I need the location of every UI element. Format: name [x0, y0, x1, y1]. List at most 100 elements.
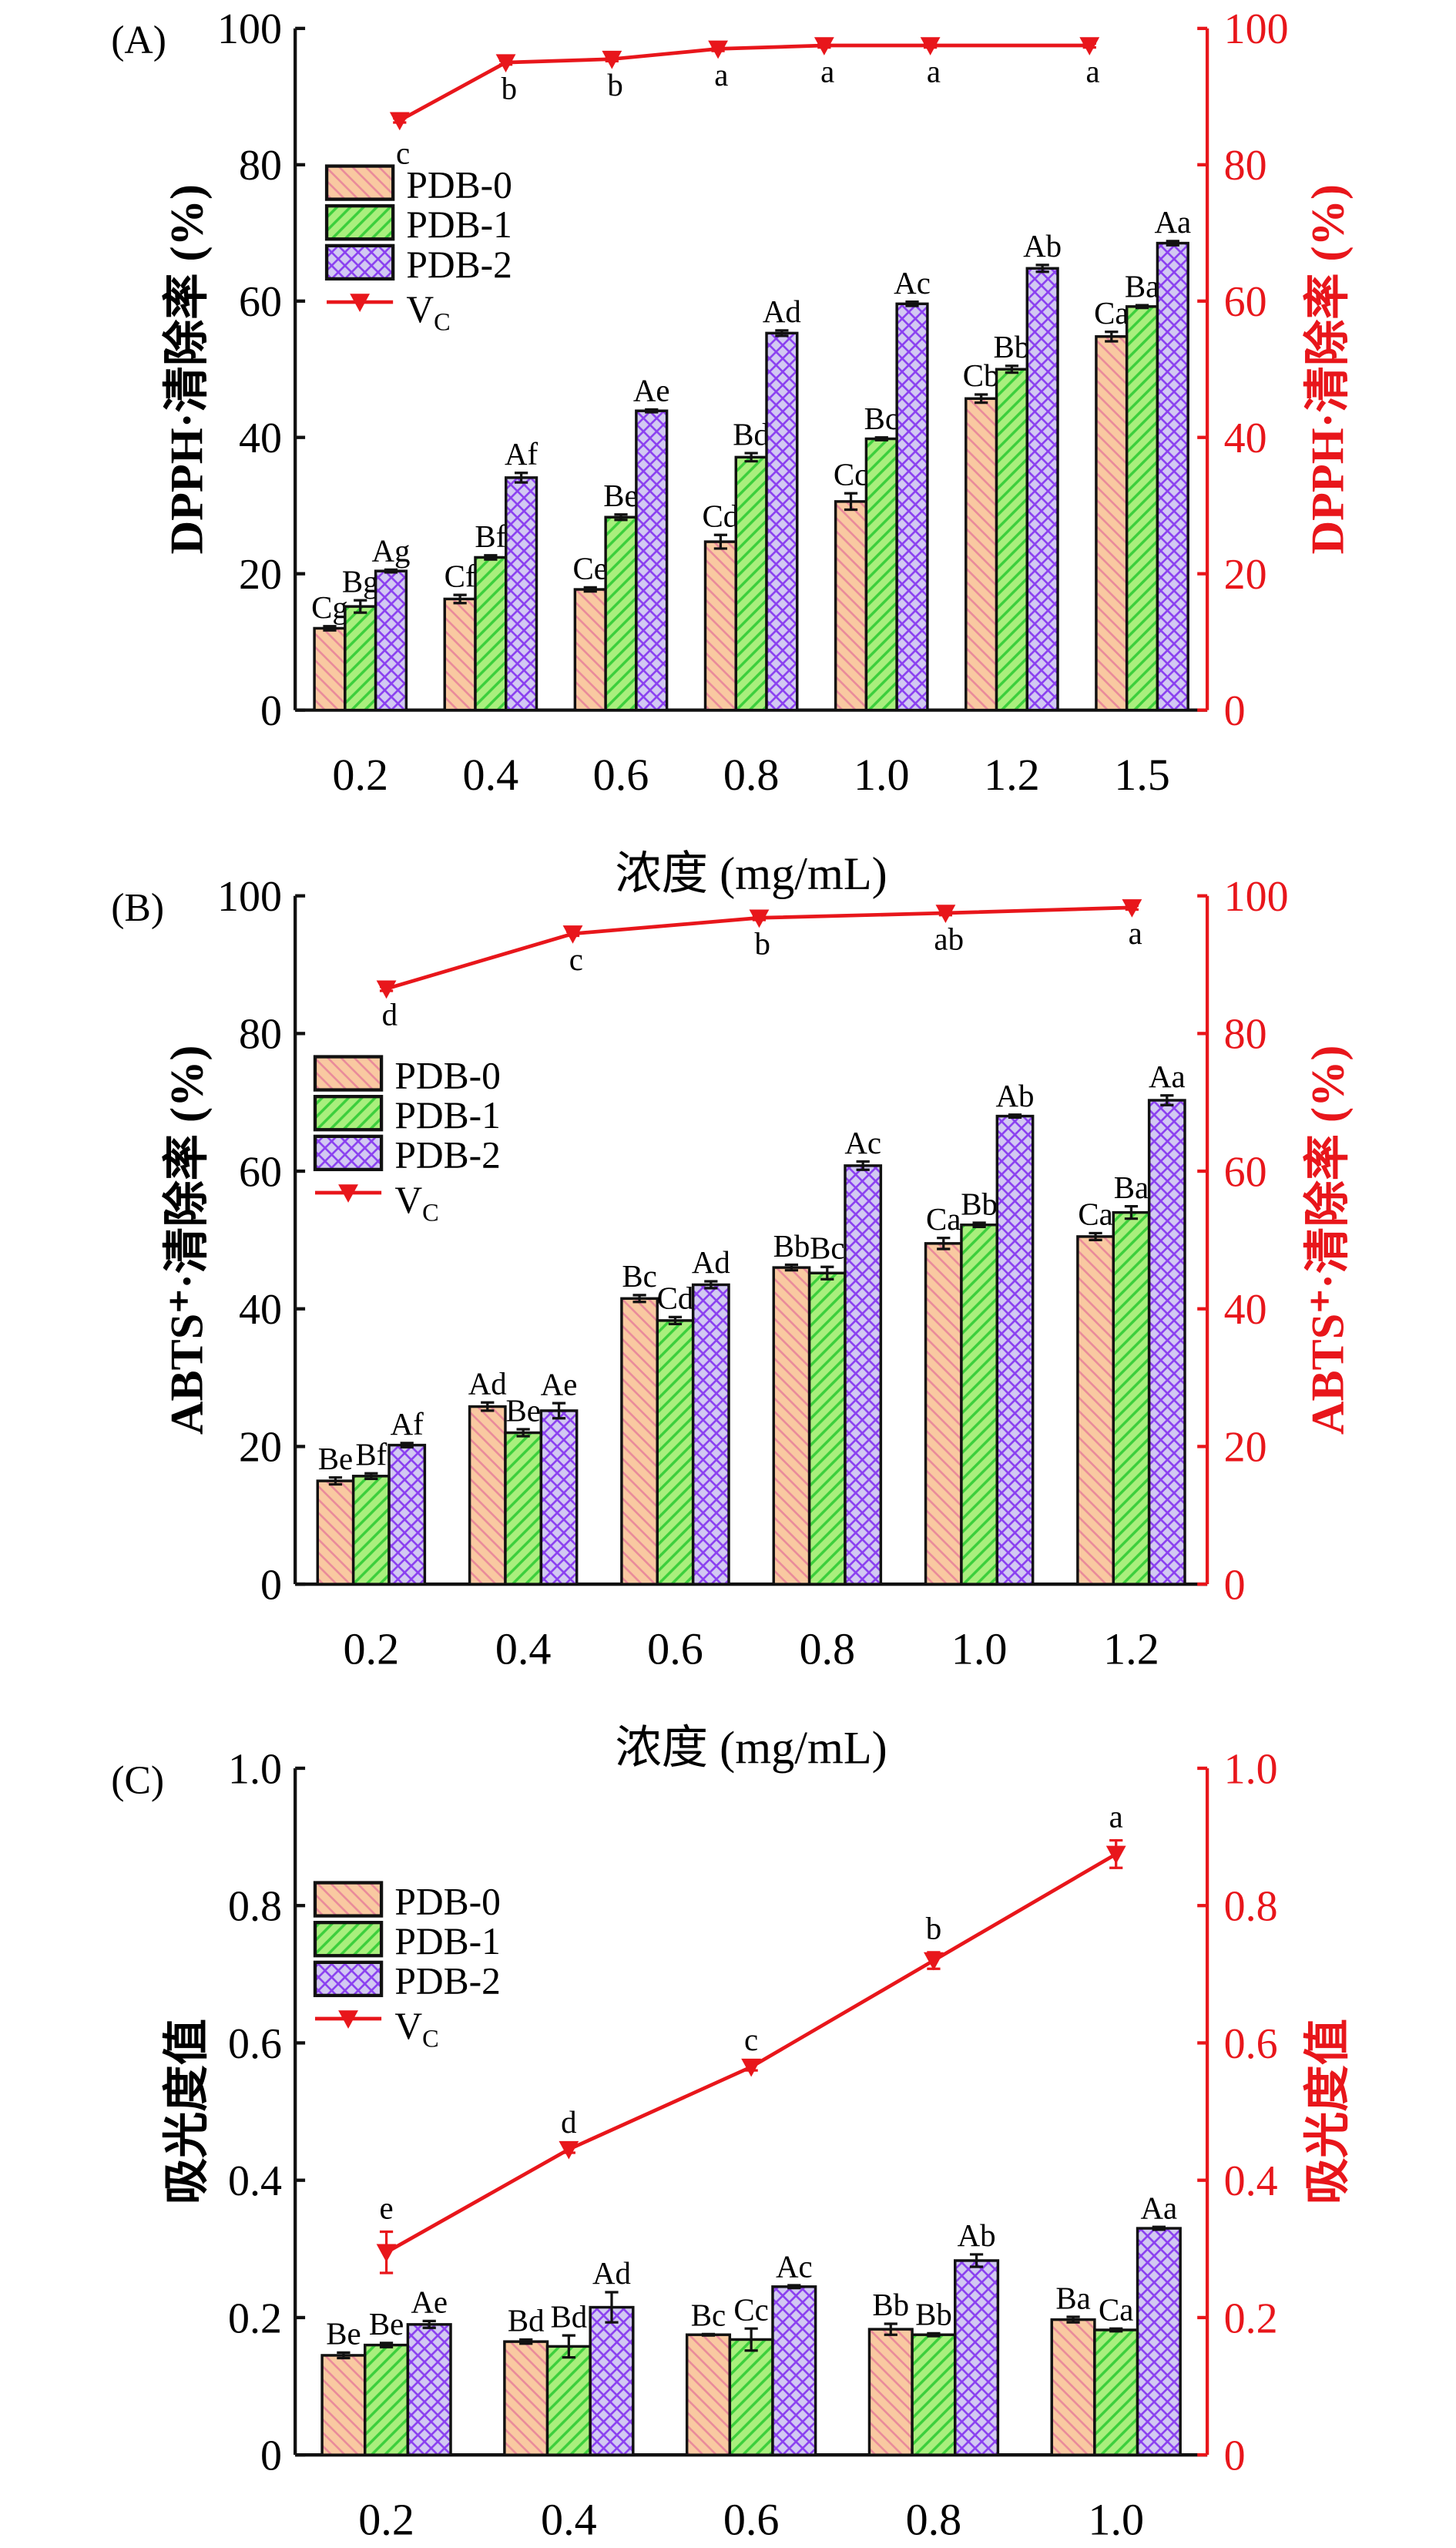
- left-tick-label: 60: [239, 278, 282, 326]
- right-tick-label: 0: [1224, 1561, 1246, 1609]
- vc-marker: [562, 925, 583, 944]
- significance-label: Ad: [468, 1366, 507, 1401]
- bar-pdb-2: [765, 331, 799, 712]
- left-tick-label: 100: [217, 873, 282, 921]
- error-bar: [422, 2319, 436, 2329]
- right-tick-label: 0.4: [1224, 2157, 1278, 2205]
- legend-label: PDB-2: [406, 243, 512, 286]
- legend-label: PDB-0: [394, 1054, 501, 1096]
- left-tick-label: 0.2: [228, 2295, 282, 2342]
- right-tick-label: 40: [1224, 1286, 1267, 1334]
- bar-pdb-2: [539, 1409, 579, 1586]
- error-bar: [874, 436, 888, 441]
- bar-pdb-2: [1147, 1099, 1186, 1586]
- legend-label: PDB-1: [406, 203, 512, 246]
- legend-vc-subscript: C: [422, 2025, 439, 2053]
- right-tick-label: 20: [1224, 551, 1267, 599]
- panel-label: (B): [111, 886, 164, 930]
- error-bar: [481, 1401, 495, 1412]
- bar-pdb-0: [320, 2354, 367, 2456]
- vc-significance-label: a: [1109, 1799, 1123, 1834]
- bar-pdb-1: [474, 556, 508, 712]
- bar-pdb-2: [387, 1443, 427, 1586]
- left-tick-label: 100: [217, 5, 282, 53]
- bar-pdb-2: [635, 409, 669, 712]
- significance-label: Ad: [692, 1245, 730, 1280]
- bar-pdb-0: [1076, 1235, 1115, 1586]
- error-bar: [905, 300, 919, 307]
- error-bar: [328, 1475, 343, 1486]
- bar-pdb-0: [620, 1297, 659, 1586]
- error-bar: [1166, 240, 1179, 247]
- vc-marker: [1079, 37, 1100, 55]
- left-tick-label: 80: [239, 1011, 282, 1059]
- bar-pdb-1: [1112, 1210, 1151, 1586]
- vc-marker: [559, 2140, 579, 2160]
- significance-label: Ad: [592, 2256, 631, 2291]
- significance-label: Bb: [994, 330, 1031, 364]
- right-tick-label: 100: [1224, 5, 1289, 53]
- x-tick-label: 1.0: [854, 750, 910, 800]
- legend-vc-name: V: [406, 288, 434, 331]
- significance-label: Bb: [872, 2288, 909, 2322]
- significance-label: Ad: [763, 294, 801, 329]
- legend-swatch-pdb-0: [324, 164, 395, 201]
- legend-label: PDB-2: [394, 1960, 501, 2002]
- legend-swatch-pdb-1: [313, 1921, 384, 1958]
- vc-significance-label: a: [1085, 54, 1099, 89]
- bar-pdb-0: [313, 626, 347, 712]
- significance-label: Be: [603, 478, 638, 513]
- significance-label: Ba: [1114, 1170, 1149, 1205]
- significance-label: Cc: [733, 2292, 768, 2327]
- significance-label: Bc: [864, 401, 899, 436]
- significance-label: Ba: [1125, 269, 1159, 304]
- left-tick-label: 0: [260, 1561, 282, 1609]
- vc-significance-label: a: [927, 54, 941, 89]
- error-bar: [337, 2351, 351, 2360]
- error-bar: [1152, 2225, 1166, 2231]
- bar-pdb-1: [604, 515, 638, 712]
- bar-pdb-2: [1025, 267, 1059, 712]
- vc-significance-label: a: [820, 54, 834, 89]
- significance-label: Ca: [1094, 296, 1129, 331]
- legend-swatch-pdb-2: [313, 1960, 384, 1998]
- error-bar: [605, 2291, 619, 2324]
- error-bar: [668, 1315, 683, 1325]
- significance-label: Bf: [355, 1437, 387, 1472]
- significance-label: Be: [369, 2307, 404, 2342]
- bar-pdb-1: [864, 437, 898, 712]
- legend-swatch-pdb-2: [313, 1134, 384, 1172]
- bar-pdb-1: [960, 1223, 999, 1586]
- significance-label: Ca: [1099, 2292, 1133, 2327]
- significance-label: Ag: [371, 534, 410, 569]
- vc-significance-label: b: [755, 927, 770, 962]
- significance-label: Ac: [894, 266, 931, 300]
- right-tick-label: 0.8: [1224, 1883, 1278, 1931]
- bar-pdb-2: [505, 476, 538, 712]
- legend-vc-subscript: C: [422, 1199, 439, 1227]
- significance-label: Bc: [810, 1230, 844, 1265]
- right-tick-label: 1.0: [1224, 1745, 1278, 1793]
- bar-pdb-0: [1050, 2318, 1096, 2456]
- bar-pdb-2: [406, 2323, 452, 2456]
- bar-pdb-2: [1136, 2227, 1182, 2456]
- significance-label: Bf: [475, 519, 506, 554]
- bar-pdb-0: [443, 597, 477, 712]
- left-tick-label: 20: [239, 1424, 282, 1472]
- x-tick-label: 0.4: [495, 1623, 552, 1673]
- error-bar: [400, 1442, 414, 1449]
- vc-marker: [749, 909, 770, 928]
- left-tick-label: 0.6: [228, 2020, 282, 2068]
- error-bar: [975, 393, 988, 405]
- significance-label: Be: [505, 1393, 540, 1428]
- error-bar: [1008, 1113, 1022, 1119]
- error-bar: [614, 513, 628, 522]
- vc-significance-label: a: [714, 58, 728, 92]
- left-tick-label: 40: [239, 1286, 282, 1334]
- vc-marker: [924, 1952, 944, 1971]
- legend-label: PDB-0: [394, 1880, 501, 1922]
- x-tick-label: 0.4: [541, 2494, 597, 2544]
- significance-label: Bb: [961, 1187, 998, 1221]
- vc-marker: [741, 2058, 762, 2077]
